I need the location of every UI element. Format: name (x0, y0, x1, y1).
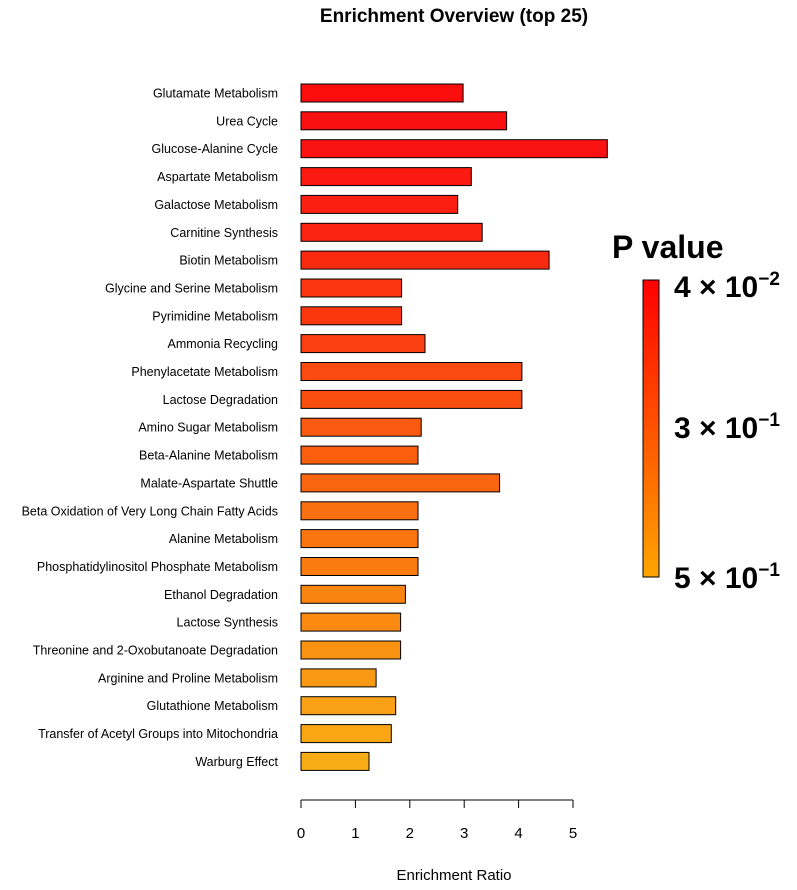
legend-colorbar (642, 279, 660, 578)
x-ticks: 0 1 2 3 4 5 (297, 800, 577, 842)
category-label: Glycine and Serine Metabolism (105, 282, 278, 296)
category-label: Aspartate Metabolism (157, 170, 278, 184)
category-label: Galactose Metabolism (154, 198, 278, 212)
category-label: Alanine Metabolism (169, 532, 278, 546)
bar (300, 278, 403, 298)
x-tick-label: 3 (460, 825, 468, 842)
bar (300, 724, 392, 744)
category-label: Phenylacetate Metabolism (131, 365, 278, 379)
bars-group (300, 83, 608, 771)
bar (300, 139, 608, 159)
bar (300, 529, 419, 549)
legend-ticks: 4 × 10−2 3 × 10−1 5 × 10−1 (674, 269, 780, 595)
chart-title: Enrichment Overview (top 25) (320, 6, 588, 27)
category-label: Ethanol Degradation (164, 588, 278, 602)
bar (300, 417, 422, 437)
bar (300, 445, 419, 465)
category-label: Transfer of Acetyl Groups into Mitochond… (38, 727, 278, 741)
category-label: Glutathione Metabolism (147, 699, 278, 713)
category-label: Glutamate Metabolism (153, 87, 278, 101)
bar (300, 696, 397, 716)
x-tick-label: 4 (514, 825, 522, 842)
category-label: Arginine and Proline Metabolism (98, 671, 278, 685)
category-label: Carnitine Synthesis (170, 226, 278, 240)
legend-tick-label: 3 × 10−1 (674, 410, 780, 445)
category-label: Ammonia Recycling (168, 337, 279, 351)
category-label: Urea Cycle (216, 114, 278, 128)
x-axis: 0 1 2 3 4 5 (297, 799, 577, 842)
x-tick-label: 0 (297, 825, 305, 842)
x-tick-label: 1 (351, 825, 359, 842)
bar (300, 473, 501, 493)
bar (300, 612, 402, 632)
bar (300, 362, 523, 381)
bar (300, 557, 419, 576)
bar (300, 111, 508, 131)
bar (300, 668, 377, 688)
bar (300, 194, 459, 214)
p-value-legend: P value 4 × 10−2 3 × 10−1 5 × 10−1 (612, 229, 780, 595)
bar (300, 250, 550, 270)
bar (300, 334, 426, 354)
category-label: Glucose-Alanine Cycle (152, 142, 278, 156)
bar (300, 167, 472, 187)
x-axis-label: Enrichment Ratio (396, 867, 511, 884)
category-labels: Glutamate Metabolism Urea Cycle Glucose-Al… (22, 87, 279, 769)
category-label: Threonine and 2-Oxobutanoate Degradation (33, 644, 278, 658)
bar (300, 584, 406, 604)
bar (300, 501, 419, 521)
bar (300, 222, 483, 242)
x-tick-label: 5 (569, 825, 577, 842)
x-tick-label: 2 (406, 825, 414, 842)
category-label: Pyrimidine Metabolism (152, 309, 278, 323)
bar (300, 751, 370, 771)
category-label: Amino Sugar Metabolism (138, 421, 278, 435)
bar (300, 83, 464, 103)
legend-tick-label: 4 × 10−2 (674, 269, 780, 304)
legend-tick-label: 5 × 10−1 (674, 560, 780, 595)
legend-title: P value (612, 229, 723, 265)
category-label: Beta-Alanine Metabolism (139, 449, 278, 463)
category-label: Warburg Effect (195, 755, 278, 769)
category-label: Lactose Synthesis (177, 616, 278, 630)
category-label: Malate-Aspartate Shuttle (140, 476, 278, 490)
category-label: Lactose Degradation (163, 393, 278, 407)
bar (300, 306, 403, 326)
category-label: Beta Oxidation of Very Long Chain Fatty … (22, 504, 278, 518)
bar (300, 389, 523, 409)
bar (300, 640, 402, 660)
category-label: Biotin Metabolism (179, 254, 278, 268)
category-label: Phosphatidylinositol Phosphate Metabolis… (37, 560, 278, 574)
